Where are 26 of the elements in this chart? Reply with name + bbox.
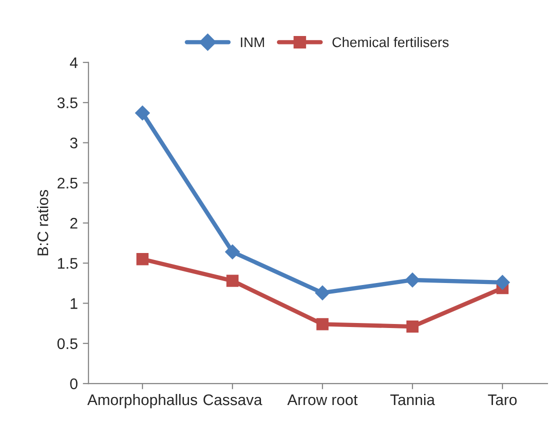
y-tick-label: 1.5 — [58, 258, 78, 269]
point — [135, 106, 150, 120]
y-tick-label: 2.5 — [58, 178, 78, 189]
legend-label: Chemical fertilisers — [332, 36, 449, 48]
point — [316, 318, 329, 330]
point — [315, 285, 330, 300]
point — [226, 274, 239, 287]
y-tick-label: 4 — [70, 57, 78, 68]
point — [406, 320, 419, 333]
y-tick-label: 0 — [70, 378, 78, 390]
y-tick-label: 1 — [70, 298, 78, 309]
point — [405, 272, 420, 288]
y-tick-label: 3 — [70, 138, 78, 148]
x-tick-label: Taro — [488, 394, 517, 406]
y-axis-title: B:C ratios — [37, 190, 48, 256]
x-tick-label: Tannia — [390, 394, 435, 406]
point — [225, 244, 240, 260]
point — [495, 275, 510, 290]
y-tick-label: 0.5 — [57, 338, 78, 350]
x-tick-label: Cassava — [204, 394, 262, 406]
x-tick-label: Amorphophallus — [87, 394, 198, 408]
y-tick-label: 3.5 — [57, 97, 78, 108]
x-tick-label: Arrow root — [287, 394, 358, 406]
point — [136, 253, 149, 266]
legend-label: INM — [240, 38, 264, 48]
y-tick-label: 2 — [70, 218, 78, 229]
